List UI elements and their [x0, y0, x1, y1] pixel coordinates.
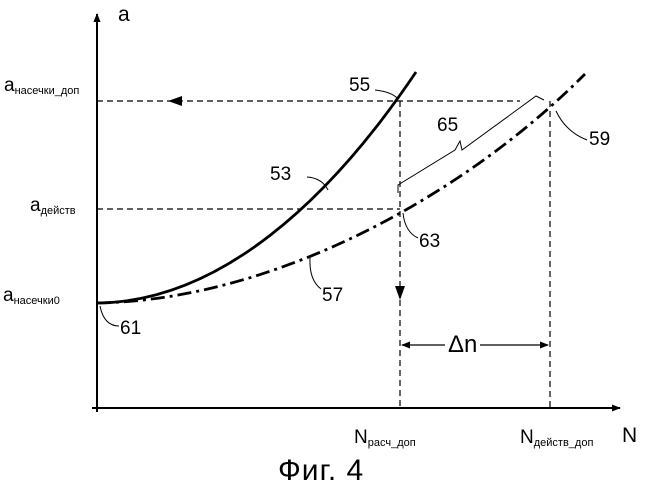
ref-53: 53 [270, 165, 291, 184]
leader-57 [310, 258, 321, 289]
drop-arrow-down [395, 286, 405, 300]
y-label-notch-initial-main: a [3, 285, 14, 306]
x-label-effective-allowed-sub: действ_доп [534, 437, 594, 449]
y-label-notch-allowed-main: a [4, 75, 15, 96]
x-label-effective-allowed-main: N [520, 427, 534, 448]
y-label-effective-sub: действ [41, 205, 76, 217]
x-label-calc-allowed: Nрасч_доп [354, 428, 416, 447]
leader-61 [100, 306, 119, 326]
x-axis-label: N [622, 425, 637, 446]
ref-61: 61 [120, 319, 141, 338]
leader-59 [556, 111, 587, 140]
y-label-effective-main: a [30, 195, 41, 216]
figure-caption: Фиг. 4 [278, 456, 364, 486]
curve-53 [97, 72, 416, 303]
y-axis-label: a [118, 4, 130, 25]
y-label-notch-initial: aнасечки0 [3, 286, 60, 305]
ref-57: 57 [322, 286, 343, 305]
delta-n-label: Δn [445, 333, 480, 357]
y-label-notch-allowed-sub: насечки_доп [15, 85, 80, 97]
curve-57 [97, 74, 585, 303]
ref-63: 63 [419, 232, 440, 251]
ref-59: 59 [589, 130, 610, 149]
ref-55: 55 [349, 76, 370, 95]
x-label-effective-allowed: Nдейств_доп [520, 428, 593, 447]
ref-65: 65 [437, 116, 458, 135]
bracket-65 [398, 96, 544, 193]
leader-63 [403, 213, 418, 238]
guide-arrow-right [168, 96, 182, 106]
y-label-notch-initial-sub: насечки0 [14, 295, 60, 307]
leader-55 [375, 90, 398, 99]
y-label-effective: aдейств [30, 196, 76, 215]
x-label-calc-allowed-main: N [354, 427, 368, 448]
x-label-calc-allowed-sub: расч_доп [368, 437, 416, 449]
y-label-notch-allowed: aнасечки_доп [4, 76, 79, 95]
